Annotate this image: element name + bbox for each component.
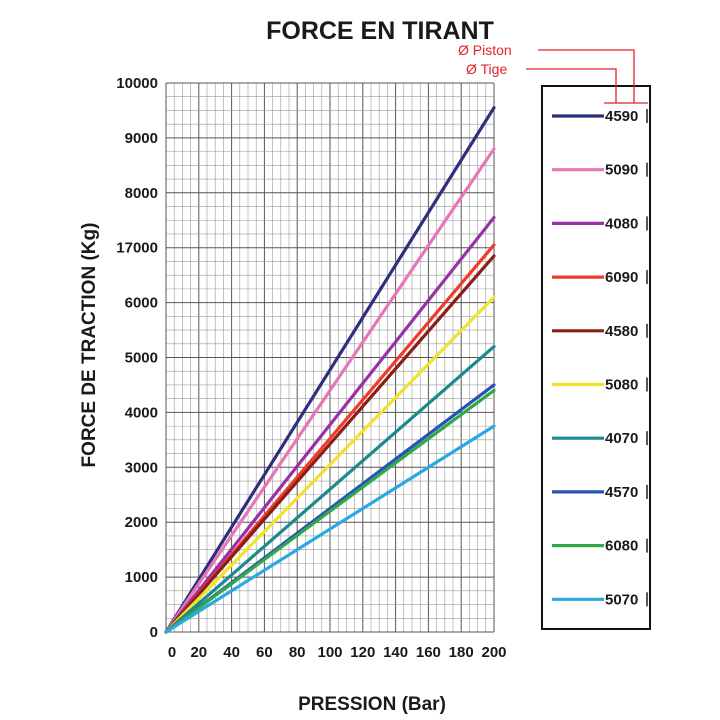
x-tick-label: 60	[256, 644, 273, 661]
y-tick-label: 8000	[125, 185, 158, 202]
legend-label-4070: 4070	[605, 430, 638, 447]
legend-label-4570: 4570	[605, 484, 638, 501]
series-line-4070	[164, 344, 496, 634]
y-tick-label: 4000	[125, 404, 158, 421]
x-axis-label: PRESSION (Bar)	[298, 694, 446, 715]
y-tick-label: 6000	[125, 295, 158, 312]
x-tick-label: 20	[190, 644, 207, 661]
x-tick-label: 200	[481, 644, 506, 661]
y-tick-label: 3000	[125, 459, 158, 476]
series-line-4580	[164, 254, 496, 634]
series-lines	[164, 106, 496, 634]
series-line-6080	[164, 388, 496, 634]
annotation-tige: Ø Tige	[466, 61, 507, 77]
y-tick-label: 0	[150, 624, 158, 641]
legend-label-6080: 6080	[605, 538, 638, 555]
x-tick-label: 140	[383, 644, 408, 661]
annotation-piston: Ø Piston	[458, 42, 512, 58]
legend-label-5070: 5070	[605, 591, 638, 608]
legend-annotations: Ø Piston Ø Tige	[458, 42, 648, 104]
grid	[165, 82, 495, 633]
series-line-5090	[164, 147, 496, 634]
series-line-4080	[164, 215, 496, 634]
x-tick-label: 180	[449, 644, 474, 661]
y-axis-ticks: 0 1000 2000 3000 4000 5000 6000 17000 8000 9000 10…	[116, 75, 158, 641]
legend-box	[541, 85, 651, 630]
series-line-5080	[164, 295, 496, 634]
legend-label-5080: 5080	[605, 377, 638, 394]
x-tick-label: 160	[416, 644, 441, 661]
piston-leader-line	[538, 49, 635, 103]
x-tick-label: 80	[289, 644, 306, 661]
y-axis-label: FORCE DE TRACTION (Kg)	[79, 223, 100, 468]
y-tick-label: 5000	[125, 350, 158, 367]
x-tick-label: 120	[350, 644, 375, 661]
chart-title: FORCE EN TIRANT	[266, 17, 494, 45]
series-line-5070	[164, 424, 496, 634]
legend-label-4580: 4580	[605, 323, 638, 340]
series-line-4590	[164, 106, 496, 634]
y-tick-label: 1000	[125, 569, 158, 586]
legend-label-4080: 4080	[605, 215, 638, 232]
x-tick-label: 40	[223, 644, 240, 661]
x-tick-label: 0	[168, 644, 176, 661]
legend-label-4590: 4590	[605, 108, 638, 125]
legend: 4590 5090 4080 6090 4580 5080 4070 4570 6080 5070	[552, 108, 648, 608]
y-tick-label: 17000	[116, 240, 158, 257]
legend-label-6090: 6090	[605, 269, 638, 286]
y-tick-label: 9000	[125, 130, 158, 147]
x-tick-label: 100	[317, 644, 342, 661]
y-tick-label: 2000	[125, 514, 158, 531]
tige-leader-line	[526, 68, 617, 103]
y-tick-label: 10000	[116, 75, 158, 92]
x-axis-ticks: 0 20 40 60 80 100 120 140 160 180 200	[168, 644, 507, 661]
legend-label-5090: 5090	[605, 162, 638, 179]
